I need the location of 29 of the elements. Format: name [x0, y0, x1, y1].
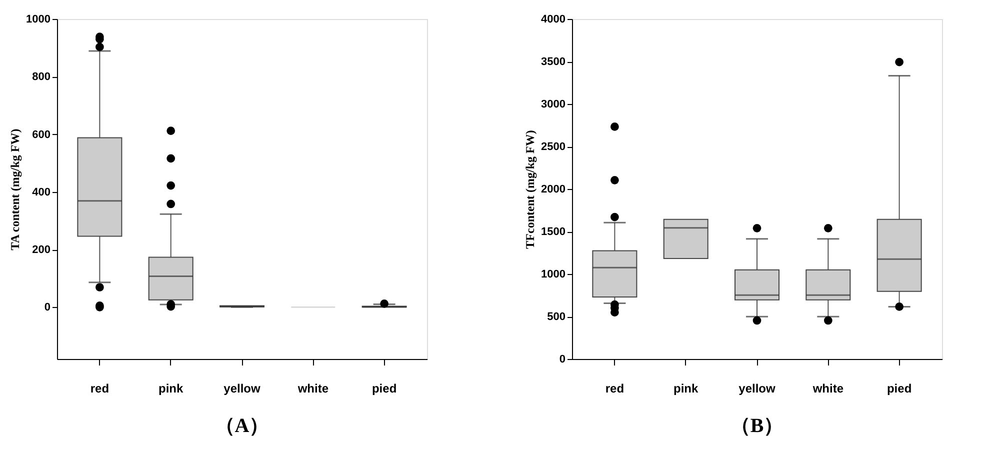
y-axis-title: TA content (mg/kg FW) [8, 128, 22, 250]
y-tick-label: 1000 [541, 268, 566, 280]
text: （A） [214, 415, 270, 437]
x-tick-label: yellow [224, 382, 261, 396]
x-tick-label: yellow [738, 382, 776, 396]
x-tick-label: white [296, 382, 329, 396]
x-tick-label: red [605, 382, 624, 396]
y-tick-label: 0 [44, 302, 50, 314]
x-tick-label: red [90, 382, 110, 396]
y-tick-label: 0 [559, 354, 566, 366]
y-tick-label: 2000 [541, 184, 566, 196]
y-tick-label: 800 [32, 71, 50, 84]
y-tick-label: 3000 [541, 98, 566, 110]
y-tick-label: 1500 [541, 226, 566, 238]
y-tick-label: 1000 [26, 14, 50, 26]
y-tick-label: 3500 [541, 56, 566, 68]
y-tick-label: 600 [32, 128, 50, 141]
x-tick-label: white [812, 382, 844, 396]
x-tick-label: pink [158, 382, 184, 396]
y-tick-label: 500 [547, 311, 566, 323]
y-tick-label: 2500 [541, 141, 566, 153]
x-tick-label: pink [674, 382, 699, 396]
y-tick-label: 4000 [541, 14, 566, 26]
text: （B） [730, 415, 784, 437]
y-tick-label: 400 [32, 186, 50, 198]
y-tick-label: 200 [32, 244, 50, 256]
x-tick-label: pied [886, 382, 912, 396]
x-tick-label: pied [372, 382, 397, 396]
y-axis-title: TFcontent (mg/kg FW) [523, 130, 538, 249]
